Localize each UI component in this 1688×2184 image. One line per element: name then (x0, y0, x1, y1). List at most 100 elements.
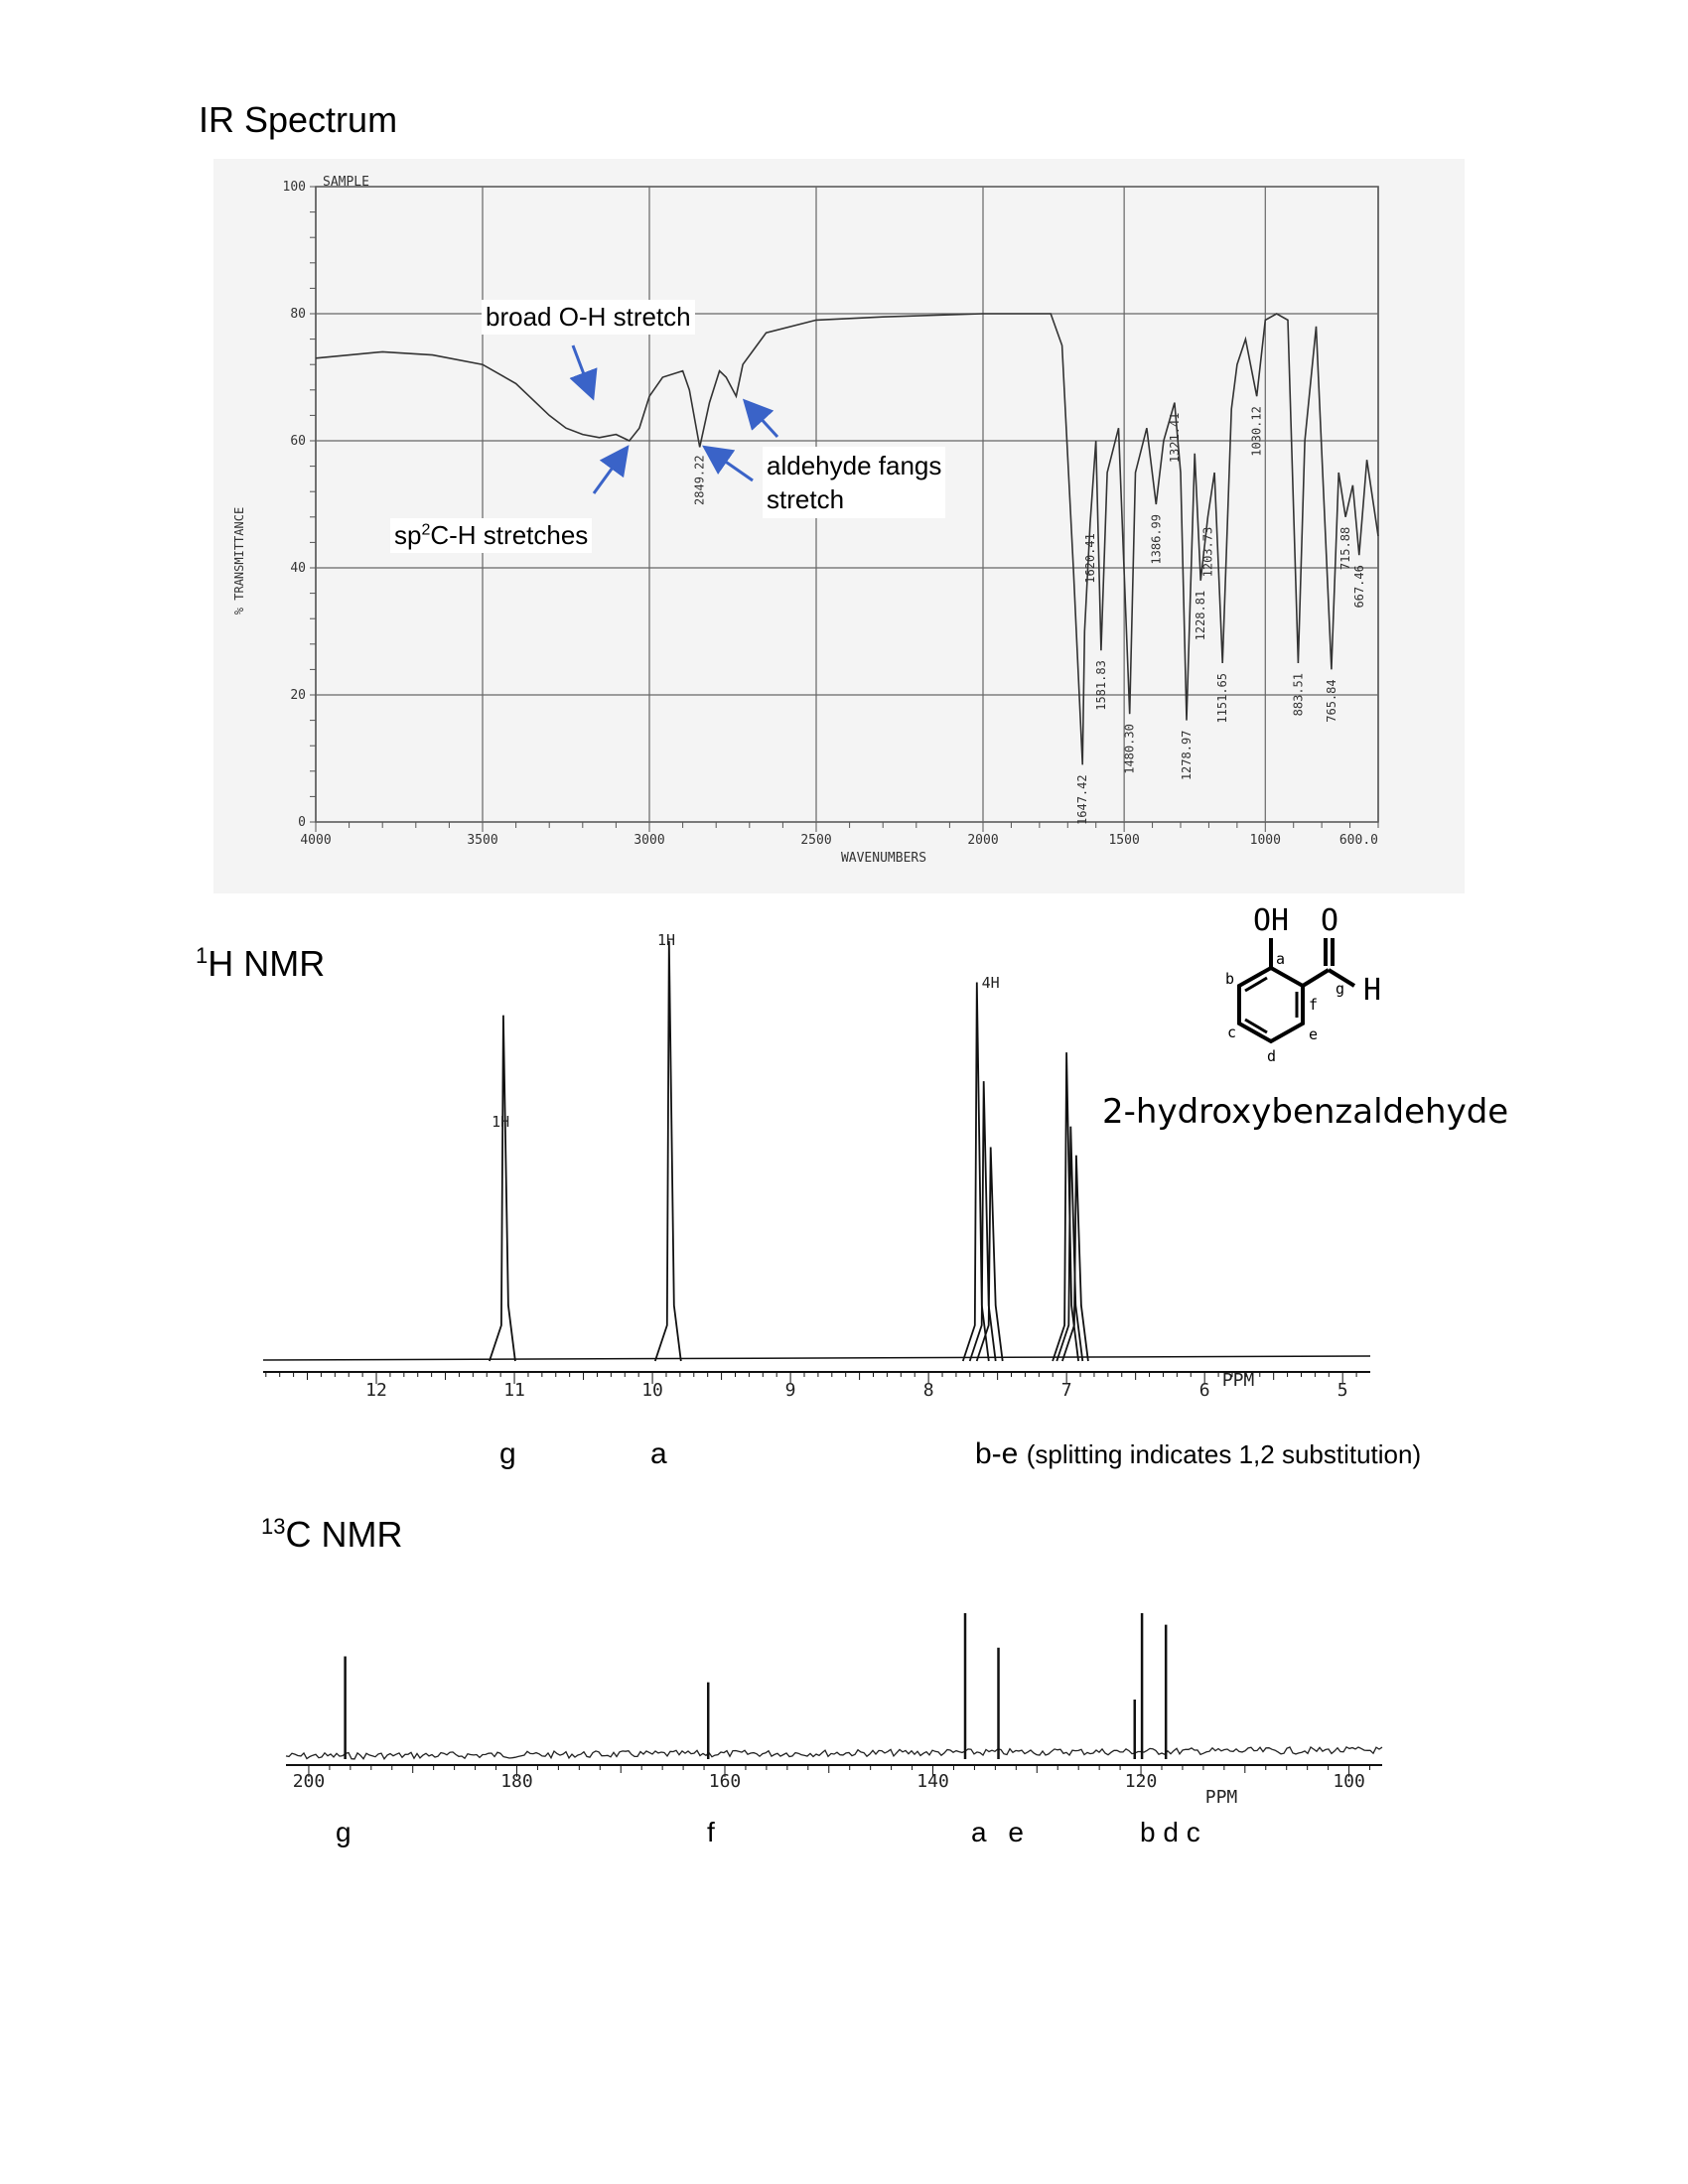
ir-annotation-arrows (569, 344, 779, 494)
aldehyde-arrow-1 (702, 445, 754, 482)
h-integration-label: 1H (492, 1113, 509, 1131)
ir-y-tick-label: 80 (290, 307, 306, 322)
h-peak (968, 1081, 997, 1362)
ir-peak-label: 1321.41 (1168, 413, 1182, 464)
sp2-arrow (592, 445, 630, 494)
ir-x-tick-label: 1500 (1108, 833, 1139, 848)
c-nmr-title: C NMR (285, 1514, 403, 1555)
c-nmr-heading: 13C NMR (261, 1514, 402, 1556)
h-peak (961, 982, 990, 1362)
ir-x-tick-label: 2500 (800, 833, 831, 848)
h-integration-label: 1H (657, 931, 675, 949)
c-baseline-noise (285, 1745, 1383, 1760)
atom-g: g (1336, 980, 1344, 998)
ir-annotation-aldehyde: aldehyde fangs stretch (763, 447, 946, 518)
ir-y-tick-label: 40 (290, 561, 306, 576)
atom-e: e (1309, 1025, 1318, 1043)
ir-trace-line (315, 313, 1379, 765)
h-peak (1055, 1126, 1084, 1362)
c-assignment-g: g (336, 1817, 352, 1847)
sp2-suffix: C-H stretches (430, 520, 589, 550)
h-x-tick-label: 10 (641, 1380, 663, 1401)
h-assignment-be: b-e (splitting indicates 1,2 substitutio… (975, 1437, 1421, 1471)
c-ppm-label: PPM (1205, 1787, 1238, 1808)
h-x-tick-label: 8 (923, 1380, 934, 1401)
c-x-tick-label: 180 (500, 1771, 533, 1792)
h-assignment-a: a (650, 1437, 667, 1470)
ir-x-tick-label: 3500 (467, 833, 497, 848)
ir-x-tick-label: 2000 (967, 833, 998, 848)
ir-peak-label: 1386.99 (1149, 514, 1163, 565)
oh-label: OH (1253, 903, 1289, 938)
h-assignment-be-note: (splitting indicates 1,2 substitution) (1026, 1439, 1422, 1469)
atom-a: a (1276, 950, 1285, 968)
ir-sample-label: SAMPLE (323, 175, 369, 190)
ir-y-tick-label: 20 (290, 688, 306, 703)
atom-c: c (1227, 1024, 1236, 1041)
h-peak (975, 1147, 1004, 1362)
ir-x-tick-label: 600.0 (1339, 833, 1378, 848)
ir-peak-label: 1203.73 (1200, 527, 1214, 578)
ir-annotation-sp2: sp2C-H stretches (390, 518, 593, 553)
ir-peak-label: 1620.41 (1083, 533, 1097, 584)
ir-peak-label: 883.51 (1291, 673, 1305, 716)
ir-peak-label: 1228.81 (1194, 591, 1207, 641)
ir-peak-label: 667.46 (1352, 565, 1366, 608)
h-x-tick-label: 11 (503, 1380, 525, 1401)
h-nmr-title: H NMR (208, 943, 326, 984)
c-assignment-bdc: b d c (1140, 1817, 1200, 1847)
ir-peak-label: 765.84 (1325, 679, 1338, 722)
h-label: H (1363, 973, 1381, 1008)
h-peak (489, 1015, 516, 1362)
h-ppm-label: PPM (1222, 1370, 1255, 1391)
c-nmr-chart: 200 180 160 140 120 100 PPM (285, 1613, 1383, 1808)
c-assignment-f: f (707, 1817, 715, 1847)
atom-d: d (1267, 1047, 1276, 1065)
c-nmr-superscript: 13 (261, 1514, 286, 1539)
ir-peak-label: 1647.42 (1075, 774, 1089, 825)
h-assignment-g: g (499, 1437, 516, 1470)
h-x-tick-label: 12 (365, 1380, 387, 1401)
ir-peak-label: 715.88 (1338, 527, 1352, 570)
aldehyde-arrow-2 (742, 398, 779, 439)
h-baseline (262, 1355, 1370, 1361)
h-nmr-heading: 1H NMR (196, 943, 325, 985)
h-nmr-chart: 12 11 10 9 8 7 6 5 1H 1H 4H PPM (262, 931, 1370, 1401)
ir-peak-label: 1480.30 (1123, 724, 1137, 774)
ir-peak-label: 1278.97 (1180, 731, 1194, 781)
c-x-tick-label: 200 (293, 1771, 326, 1792)
ir-xlabel: WAVENUMBERS (841, 851, 926, 866)
ir-x-tick-label: 4000 (300, 833, 331, 848)
oh-arrow (569, 344, 598, 401)
ir-peak-label: 1030.12 (1250, 406, 1264, 457)
ir-y-tick-label: 100 (283, 180, 306, 195)
h-x-tick-label: 9 (785, 1380, 796, 1401)
ir-peak-label: 1581.83 (1094, 660, 1108, 711)
atom-b: b (1225, 970, 1234, 988)
h-peak (1061, 1155, 1089, 1362)
h-nmr-superscript: 1 (196, 943, 209, 968)
ir-x-tick-label: 3000 (633, 833, 664, 848)
h-x-tick-label: 7 (1061, 1380, 1072, 1401)
h-peak (653, 940, 682, 1362)
atom-f: f (1309, 996, 1318, 1014)
compound-name: 2-hydroxybenzaldehyde (1102, 1092, 1509, 1132)
sp2-prefix: sp (394, 520, 422, 550)
ir-peak-label: 1151.65 (1215, 673, 1229, 724)
ir-y-tick-label: 0 (298, 815, 306, 830)
c-assignment-ae: a e (971, 1817, 1024, 1847)
c-x-tick-label: 120 (1125, 1771, 1158, 1792)
ir-x-tick-label: 1000 (1250, 833, 1281, 848)
h-integration-label: 4H (982, 974, 1000, 992)
ir-annotation-oh: broad O-H stretch (482, 300, 695, 335)
compound-structure: OH O H a b c d e f g (1225, 903, 1381, 1065)
ir-y-tick-label: 60 (290, 434, 306, 449)
c-x-tick-label: 100 (1333, 1771, 1365, 1792)
h-x-tick-label: 5 (1337, 1380, 1348, 1401)
ir-ylabel: % TRANSMITTANCE (232, 507, 246, 614)
sp2-superscript: 2 (421, 521, 431, 539)
c-x-tick-label: 160 (709, 1771, 742, 1792)
c-x-tick-label: 140 (916, 1771, 949, 1792)
h-assignment-be-label: b-e (975, 1437, 1019, 1470)
h-x-tick-label: 6 (1199, 1380, 1210, 1401)
